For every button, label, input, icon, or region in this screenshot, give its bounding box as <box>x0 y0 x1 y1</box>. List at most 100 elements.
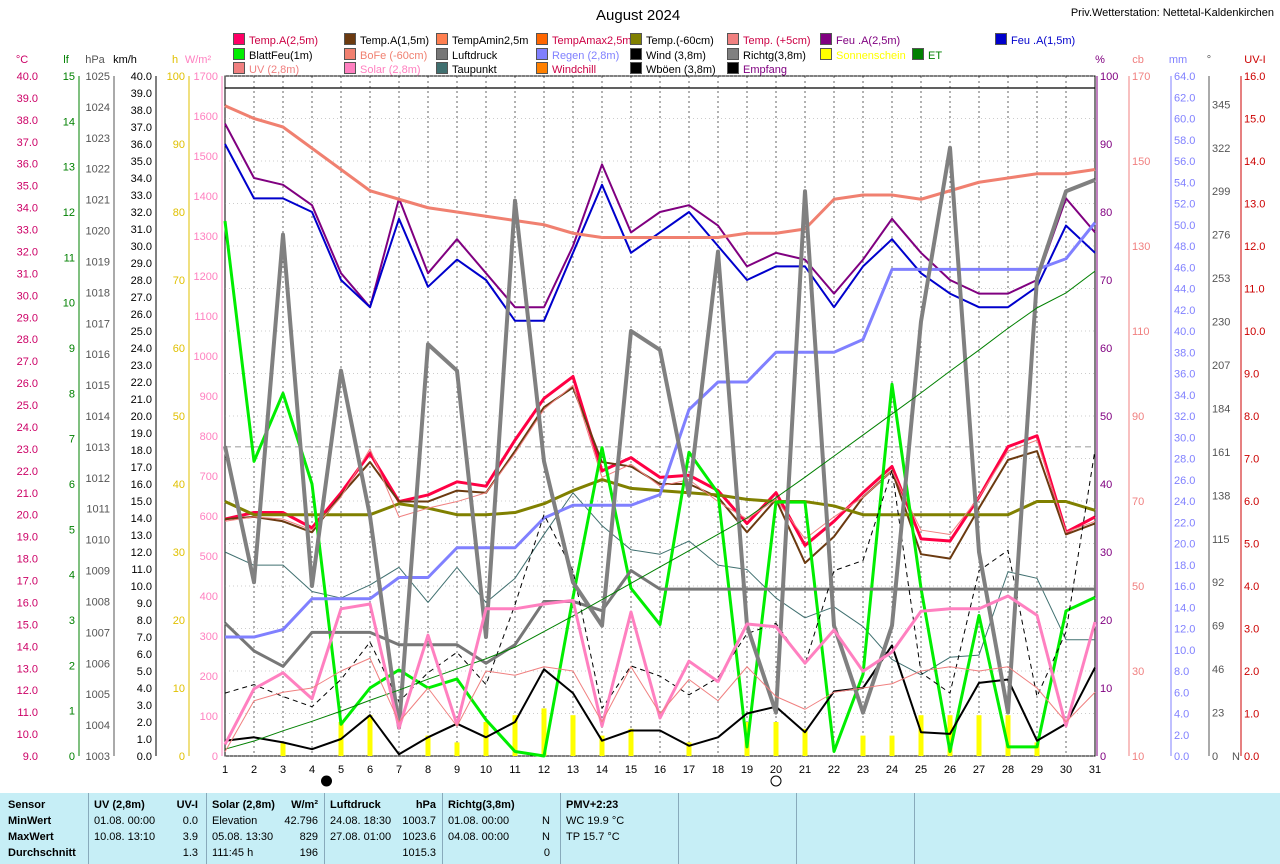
legend-label: Empfang <box>743 64 788 76</box>
y-tick-label: 100 <box>200 711 218 723</box>
sunshine-bar <box>773 722 779 756</box>
y-tick-label: 1300 <box>194 231 218 243</box>
y-tick-label: 1006 <box>86 658 110 670</box>
y-tick-label: 9.0 <box>137 598 152 610</box>
y-tick-label: 4.0 <box>1174 709 1189 721</box>
y-tick-label: 34.0 <box>17 203 38 215</box>
y-tick-label: 6.0 <box>137 649 152 661</box>
y-tick-label: 20 <box>1100 615 1112 627</box>
legend-swatch <box>436 33 448 45</box>
legend-swatch <box>820 48 832 60</box>
y-tick-label: 700 <box>200 471 218 483</box>
y-tick-label: 9 <box>69 343 75 355</box>
y-tick-label: 100 <box>1100 71 1118 83</box>
y-tick-label: 100 <box>167 71 185 83</box>
y-tick-label: 299 <box>1212 186 1230 198</box>
x-tick-label: 24 <box>886 764 898 776</box>
y-tick-label: 80 <box>1100 207 1112 219</box>
y-tick-label: 1014 <box>86 411 110 423</box>
stats-pressure-max-value: 1023.6 <box>402 831 436 843</box>
y-tick-label: 30.0 <box>17 290 38 302</box>
y-tick-label: 3 <box>69 615 75 627</box>
y-tick-label: 29.0 <box>131 258 152 270</box>
y-tick-label: 24.0 <box>17 422 38 434</box>
y-tick-label: 46.0 <box>1174 262 1195 274</box>
x-tick-label: 20 <box>770 764 782 776</box>
stats-solar-max-value: 829 <box>299 831 318 843</box>
y-tick-label: 58.0 <box>1174 135 1195 147</box>
y-tick-label: 276 <box>1212 230 1230 242</box>
legend-item: Wböen (3,8m) <box>630 62 716 77</box>
y-tick-label: 1024 <box>86 102 110 114</box>
y-tick-label: 48.0 <box>1174 241 1195 253</box>
legend-swatch <box>344 62 356 74</box>
y-tick-label: 14 <box>63 116 75 128</box>
y-tick-label: 37.0 <box>131 122 152 134</box>
y-tick-label: 25.0 <box>17 400 38 412</box>
y-tick-label: 4.0 <box>137 683 152 695</box>
legend-swatch <box>536 48 548 60</box>
y-tick-label: 29.0 <box>17 312 38 324</box>
x-tick-label: 6 <box>367 764 373 776</box>
y-tick-label: 253 <box>1212 273 1230 285</box>
x-tick-label: 22 <box>828 764 840 776</box>
sunshine-bar <box>425 735 431 756</box>
y-tick-label: 1600 <box>194 111 218 123</box>
y-tick-label: 15.0 <box>131 496 152 508</box>
y-tick-label: 15.0 <box>17 619 38 631</box>
stats-col-pmv: PMV+2:23 WC 19.9 °C TP 15.7 °C <box>560 793 679 864</box>
moon-phase-icon <box>321 775 332 787</box>
y-tick-label: 18.0 <box>1174 560 1195 572</box>
y-tick-label: 30 <box>1132 666 1144 678</box>
stats-direction-header: Richtg(3,8m) <box>448 799 515 811</box>
y-tick-label: 70 <box>1100 275 1112 287</box>
y-tick-label: 31.0 <box>131 224 152 236</box>
y-tick-label: 62.0 <box>1174 92 1195 104</box>
y-tick-label: 13 <box>63 162 75 174</box>
x-tick-label: 3 <box>280 764 286 776</box>
y-tick-label: 16.0 <box>1244 71 1265 83</box>
x-tick-label: 25 <box>915 764 927 776</box>
y-tick-label: 500 <box>200 551 218 563</box>
stats-uv-min-value: 0.0 <box>182 815 198 827</box>
y-tick-label: 5.0 <box>137 666 152 678</box>
y-tick-label: 1017 <box>86 318 110 330</box>
stats-solar-elevation-label: Elevation <box>212 815 258 827</box>
x-tick-label: 28 <box>1002 764 1014 776</box>
y-tick-label: 31.0 <box>17 268 38 280</box>
y-tick-label: 1005 <box>86 689 110 701</box>
y-tick-label: 0 <box>212 751 218 763</box>
legend-item: ET <box>912 48 942 63</box>
y-tick-label: 26.0 <box>131 309 152 321</box>
stats-solar-unit: W/m² <box>291 799 318 811</box>
y-tick-label: 32.0 <box>131 207 152 219</box>
stats-pressure-unit: hPa <box>415 799 436 811</box>
y-tick-label: 40.0 <box>131 71 152 83</box>
y-tick-label: 34.0 <box>131 173 152 185</box>
y-tick-label: 1015 <box>86 380 110 392</box>
sunshine-bar <box>512 715 518 756</box>
legend-label: UV (2,8m) <box>249 64 300 76</box>
y-tick-label: 23.0 <box>131 360 152 372</box>
legend-label: Wind (3,8m) <box>646 50 706 62</box>
y-tick-label: 1021 <box>86 195 110 207</box>
y-tick-label: 46 <box>1212 664 1224 676</box>
x-tick-label: 11 <box>509 764 520 776</box>
y-tick-label: 322 <box>1212 143 1230 155</box>
x-tick-label: 18 <box>712 764 724 776</box>
stats-col-sensor: Sensor MinWert MaxWert Durchschnitt <box>0 793 89 864</box>
y-tick-label: 27.0 <box>131 292 152 304</box>
stats-solar-elevation-value: 42.796 <box>284 815 318 827</box>
legend-item: Solar (2,8m) <box>344 62 421 77</box>
x-tick-label: 16 <box>654 764 666 776</box>
y-tick-label: 110 <box>1132 326 1150 338</box>
x-tick-label: 1 <box>222 764 228 776</box>
legend-label: ET <box>928 50 943 62</box>
legend-swatch <box>536 62 548 74</box>
y-tick-label: 20.0 <box>1174 539 1195 551</box>
stats-row-label: Durchschnitt <box>8 847 76 859</box>
y-tick-label: 150 <box>1132 156 1150 168</box>
sunshine-bar <box>280 742 286 756</box>
y-tick-label: 3.0 <box>137 700 152 712</box>
legend-item: TempAmin2,5m <box>436 33 528 48</box>
